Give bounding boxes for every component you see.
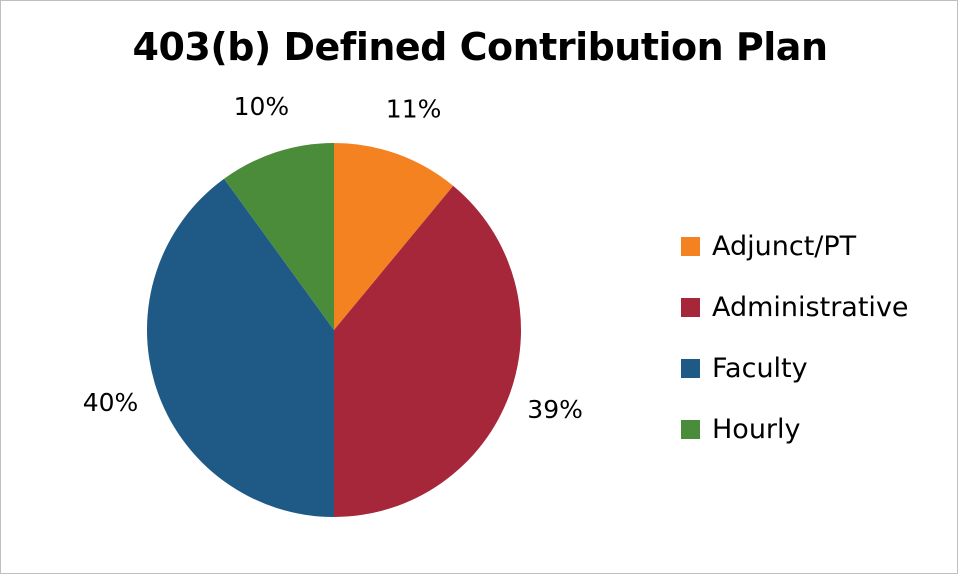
chart-title: 403(b) Defined Contribution Plan [132, 25, 829, 69]
legend-item-administrative: Administrative [681, 277, 909, 338]
legend-swatch-hourly [681, 420, 700, 439]
data-label-hourly: 10% [234, 92, 290, 121]
pie-slice-administrative [334, 185, 522, 517]
legend-label-adjunct-pt: Adjunct/PT [712, 231, 857, 262]
legend-label-faculty: Faculty [712, 353, 808, 384]
legend-label-administrative: Administrative [712, 292, 909, 323]
legend-label-hourly: Hourly [712, 414, 801, 445]
pie-slices [146, 143, 522, 518]
pie-slice-faculty [146, 178, 334, 518]
legend-item-faculty: Faculty [681, 338, 909, 399]
pie-slice-hourly [224, 143, 334, 330]
data-label-faculty: 40% [83, 388, 139, 417]
legend-swatch-adjunct-pt [681, 237, 700, 256]
data-label-adjunct-pt: 11% [386, 94, 442, 123]
data-label-administrative: 39% [527, 395, 583, 424]
pie-slice-adjunct-pt [334, 143, 454, 330]
legend-swatch-faculty [681, 359, 700, 378]
legend-swatch-administrative [681, 298, 700, 317]
legend: Adjunct/PT Administrative Faculty Hourly [681, 216, 909, 460]
legend-item-hourly: Hourly [681, 399, 909, 460]
legend-item-adjunct-pt: Adjunct/PT [681, 216, 909, 277]
pie-data-labels: 11% 39% 40% 10% [83, 92, 583, 424]
